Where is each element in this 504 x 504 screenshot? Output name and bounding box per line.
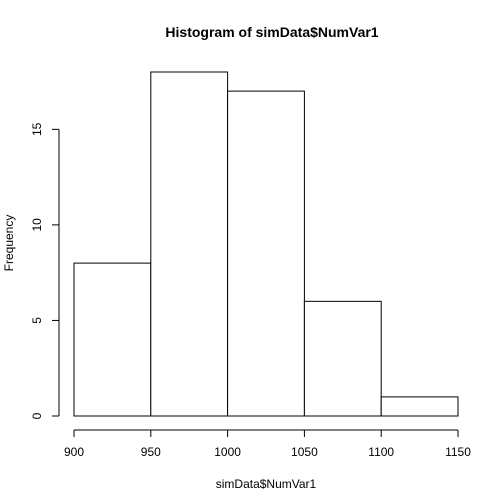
x-tick-label-1150: 1150 [445, 445, 471, 459]
y-tick-label-15: 15 [30, 122, 44, 136]
histogram-bar-1050-1100 [303, 300, 382, 417]
bars-group [73, 71, 459, 417]
x-tick-label-950: 950 [141, 445, 161, 459]
x-axis-label: simData$NumVar1 [216, 477, 317, 491]
x-axis: 900 950 1000 1050 1100 1150 [64, 429, 471, 459]
y-tick-label-5: 5 [30, 317, 44, 324]
histogram-bar-950-1000 [150, 71, 229, 417]
x-tick-label-900: 900 [64, 445, 84, 459]
x-tick-label-1100: 1100 [368, 445, 394, 459]
y-tick-label-0: 0 [30, 412, 44, 419]
x-tick-label-1000: 1000 [214, 445, 241, 459]
y-tick-label-10: 10 [30, 218, 44, 232]
y-axis-label: Frequency [2, 215, 16, 272]
x-tick-label-1050: 1050 [291, 445, 318, 459]
histogram-bar-900-950 [73, 262, 152, 417]
chart-title: Histogram of simData$NumVar1 [165, 24, 378, 40]
histogram-bar-1000-1050 [227, 90, 305, 417]
histogram-bar-1100-1150 [380, 396, 459, 417]
y-axis: 0 5 10 15 [30, 122, 60, 419]
